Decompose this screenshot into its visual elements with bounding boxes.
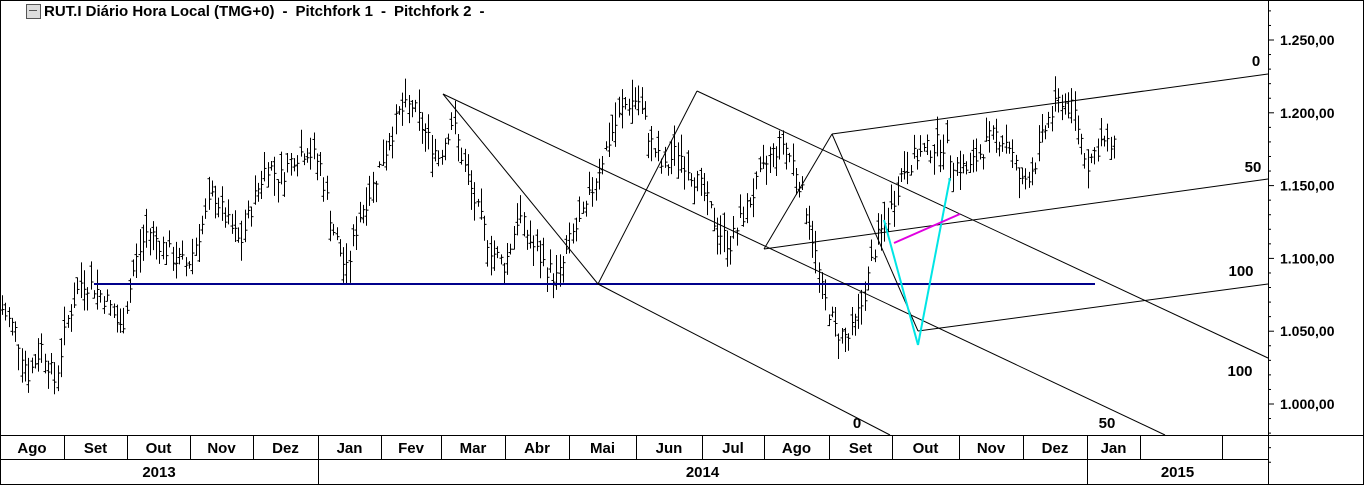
symbol-menu-icon[interactable]	[26, 4, 41, 19]
pitchfork-2-handle	[763, 133, 833, 250]
pitchfork-1-lower-tine	[597, 283, 891, 436]
month-label: Dez	[1042, 440, 1069, 457]
magenta-trend-line	[893, 213, 961, 244]
month-label: Ago	[17, 440, 46, 457]
month-label: Out	[146, 440, 172, 457]
month-label: Jan	[337, 440, 363, 457]
month-label: Abr	[524, 440, 550, 457]
y-tick-label: 1.200,00	[1280, 105, 1335, 121]
pitchfork-level-label: 0	[853, 415, 861, 432]
pitchfork-2-label[interactable]: Pitchfork 2	[393, 3, 472, 20]
pitchfork-level-label: 50	[1099, 415, 1116, 432]
month-label: Set	[84, 440, 107, 457]
pitchfork-2-upper-tine	[831, 73, 1269, 135]
month-label: Jan	[1101, 440, 1127, 457]
cyan-trend-line	[883, 219, 919, 346]
month-label: Dez	[272, 440, 299, 457]
pitchfork-level-label: 100	[1227, 363, 1252, 380]
pitchfork-1-handle	[442, 93, 599, 285]
y-tick-label: 1.000,00	[1280, 396, 1335, 412]
month-label: Out	[913, 440, 939, 457]
pitchfork-2-handle	[831, 133, 919, 332]
year-label: 2015	[1161, 464, 1194, 481]
month-label: Ago	[782, 440, 811, 457]
month-label: Nov	[207, 440, 236, 457]
month-label: Mar	[460, 440, 487, 457]
pitchfork-1-label[interactable]: Pitchfork 1	[295, 3, 373, 20]
year-label: 2013	[142, 464, 175, 481]
y-tick-label: 1.150,00	[1280, 178, 1335, 194]
pitchfork-level-label: 100	[1228, 263, 1253, 280]
pitchfork-1-handle	[597, 90, 698, 285]
year-label: 2014	[686, 464, 720, 481]
month-label: Fev	[398, 440, 425, 457]
pitchfork-level-label: 0	[1252, 53, 1260, 70]
header-separator: -	[380, 3, 386, 20]
chart-title: RUT.I Diário Hora Local (TMG+0)	[44, 3, 275, 20]
month-label: Set	[849, 440, 872, 457]
pitchfork-1-median	[442, 93, 1166, 436]
month-label: Nov	[977, 440, 1006, 457]
y-tick-label: 1.250,00	[1280, 32, 1335, 48]
month-label: Mai	[590, 440, 615, 457]
y-tick-label: 1.100,00	[1280, 250, 1335, 266]
y-tick-label: 1.050,00	[1280, 323, 1335, 339]
pitchfork-1-upper-tine	[696, 90, 1269, 359]
header-separator: -	[282, 3, 288, 20]
chart-header: RUT.I Diário Hora Local (TMG+0) - Pitchf…	[26, 3, 493, 20]
month-label: Jun	[656, 440, 683, 457]
pitchfork-2-lower-tine	[917, 283, 1269, 332]
header-separator: -	[479, 3, 485, 20]
month-label: Jul	[722, 440, 744, 457]
cyan-trend-line	[917, 177, 951, 346]
pitchfork-level-label: 50	[1245, 159, 1262, 176]
pitchfork-2-median	[763, 178, 1269, 250]
